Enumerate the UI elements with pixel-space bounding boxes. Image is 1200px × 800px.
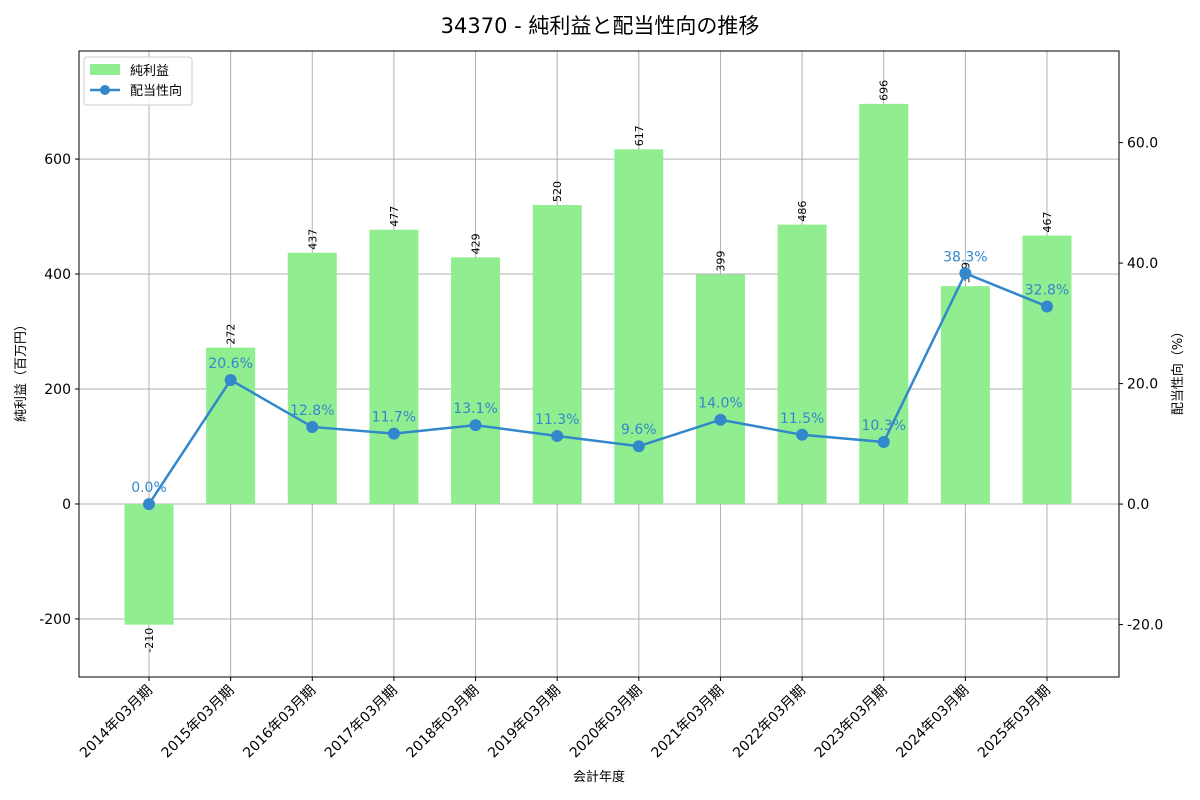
bar-value-label: 696 [878, 80, 891, 101]
x-tick-label: 2019年03月期 [485, 683, 564, 762]
right-tick-label: -20.0 [1127, 618, 1163, 634]
payout-ratio-labels: 0.0% 20.6% 12.8% 11.7% 13.1% 11.3% 9.6% 14.0% 11… [131, 249, 1069, 496]
bar-value-label: 617 [633, 125, 646, 146]
bar [369, 229, 419, 504]
legend-label-net-income: 純利益 [130, 64, 169, 79]
data-point-marker [469, 419, 482, 432]
bar [777, 224, 827, 504]
bar-value-label: 429 [470, 233, 483, 254]
payout-ratio-label: 0.0% [131, 480, 167, 496]
bar-value-label: 467 [1041, 212, 1054, 233]
payout-ratio-label: 11.3% [535, 412, 579, 428]
legend: 純利益 配当性向 [83, 56, 193, 106]
data-point-marker [959, 267, 972, 280]
payout-ratio-label: 14.0% [698, 396, 742, 412]
x-axis-ticks: 2014年03月期 2015年03月期 2016年03月期 2017年03月期 2018… [77, 677, 1054, 761]
plot-frame [78, 50, 1120, 678]
bar-value-labels: -210272437477429520617399486696379467 [143, 80, 1054, 653]
left-axis-ticks: -200 0 200 400 600 [39, 152, 79, 628]
data-point-marker [1041, 300, 1053, 313]
payout-ratio-label: 9.6% [621, 422, 657, 438]
payout-ratio-label: 32.8% [1025, 282, 1069, 298]
right-axis-ticks: -20.0 0.0 20.0 40.0 60.0 [1119, 136, 1163, 634]
legend-label-payout-ratio: 配当性向 [130, 83, 182, 99]
data-point-marker [306, 420, 319, 433]
right-tick-label: 40.0 [1127, 256, 1158, 272]
bar-value-label: 437 [306, 229, 319, 250]
bar-value-label: 486 [796, 201, 809, 222]
bar-value-label: 399 [714, 251, 727, 272]
left-tick-label: 0 [62, 497, 71, 513]
bar [532, 205, 582, 504]
payout-ratio-label: 38.3% [943, 249, 987, 265]
right-axis-label: 配当性向（%） [1170, 325, 1186, 415]
data-point-marker [551, 429, 564, 442]
payout-ratio-label: 10.3% [861, 418, 905, 434]
x-tick-label: 2022年03月期 [730, 683, 809, 762]
payout-ratio-label: 11.5% [780, 411, 824, 427]
bar [287, 252, 337, 504]
x-tick-label: 2017年03月期 [322, 683, 401, 762]
x-tick-label: 2015年03月期 [159, 683, 238, 762]
left-axis-label: 純利益（百万円） [14, 318, 29, 422]
legend-marker-icon [100, 85, 110, 95]
bar [1022, 235, 1072, 504]
bar [695, 274, 745, 504]
right-tick-label: 20.0 [1127, 377, 1158, 393]
bar [124, 503, 174, 625]
bar-value-label: -210 [143, 628, 156, 653]
legend-bar-swatch-icon [90, 64, 120, 75]
x-tick-label: 2024年03月期 [893, 683, 972, 762]
payout-ratio-label: 20.6% [208, 356, 252, 372]
bar [940, 286, 990, 504]
data-point-marker [632, 440, 645, 453]
right-tick-label: 60.0 [1127, 136, 1158, 152]
bar [206, 347, 256, 504]
x-tick-label: 2014年03月期 [77, 683, 156, 762]
bar-value-label: 477 [388, 206, 401, 227]
left-tick-label: 400 [44, 267, 71, 283]
x-tick-label: 2020年03月期 [567, 683, 646, 762]
x-axis-label: 会計年度 [573, 769, 625, 785]
net-income-bars [124, 103, 1072, 625]
payout-ratio-label: 11.7% [372, 410, 416, 426]
payout-ratio-polyline [147, 271, 1048, 505]
bar-value-label: 520 [551, 181, 564, 202]
left-tick-label: 600 [44, 152, 71, 168]
payout-ratio-label: 12.8% [290, 403, 334, 419]
x-tick-label: 2021年03月期 [648, 683, 727, 762]
payout-ratio-line [143, 267, 1053, 511]
bar [451, 257, 501, 504]
left-tick-label: 200 [44, 382, 71, 398]
data-point-marker [143, 498, 155, 511]
x-tick-label: 2023年03月期 [812, 683, 891, 762]
left-tick-label: -200 [39, 612, 71, 628]
data-point-marker [714, 413, 727, 426]
right-tick-label: 0.0 [1127, 497, 1149, 513]
data-point-marker [224, 373, 237, 386]
bar-value-label: 272 [225, 324, 238, 345]
data-point-marker [387, 427, 400, 440]
x-tick-label: 2018年03月期 [404, 683, 483, 762]
chart-title: 34370 - 純利益と配当性向の推移 [441, 14, 760, 38]
x-tick-label: 2016年03月期 [240, 683, 319, 762]
data-point-marker [877, 436, 890, 449]
x-tick-label: 2025年03月期 [975, 683, 1054, 762]
payout-ratio-label: 13.1% [453, 401, 497, 417]
data-point-marker [796, 428, 809, 441]
